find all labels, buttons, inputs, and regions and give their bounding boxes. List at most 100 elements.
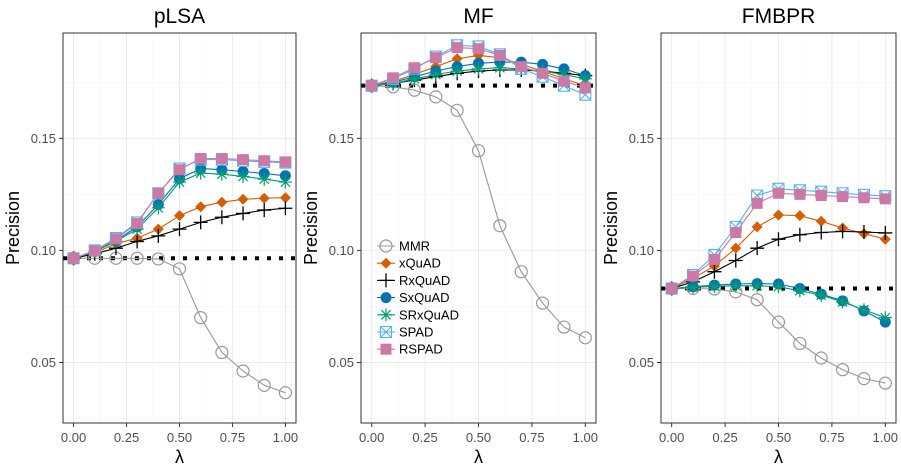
legend: MMR xQuAD RxQuAD SxQuAD SRxQuAD SPAD RSPAD [377,239,459,357]
grid [63,33,296,423]
point-srxquad [793,284,807,298]
point-mmr [878,376,892,390]
panel-title: FMBPR [742,5,816,28]
point-xquad [216,196,228,208]
point-rspad [473,43,484,55]
point-srxquad [386,76,400,90]
point-srxquad [578,72,592,86]
line-mmr [371,85,586,339]
point-srxquad [814,288,828,302]
point-srxquad [707,279,721,293]
legend-label: MMR [399,239,430,254]
point-rspad [152,187,164,199]
point-rxquad [130,234,145,249]
legend-label: SxQuAD [399,290,450,305]
panel-fmbpr: 0.00 0.25 0.50 0.75 1.00 0.05 0.10 0.15 FMBPR λ Pr… [601,5,898,467]
point-xquad [730,242,742,254]
point-rxquad [856,225,871,240]
legend-key-marker [379,308,393,322]
legend-label: RxQuAD [399,273,450,288]
x-tick-label: 0.75 [819,430,844,445]
point-xquad [751,221,763,233]
x-tick-label: 0.75 [519,430,544,445]
series-rspad [366,42,591,94]
point-rspad [408,62,420,74]
legend-item-spad: SPAD [377,325,433,340]
legend-item-xquad: xQuAD [377,256,441,271]
y-axis-label: Precision [301,191,321,265]
point-srxquad [194,166,208,180]
legend-key-marker [380,257,392,269]
point-srxquad [215,167,229,181]
series-rspad [68,153,291,264]
point-sxquad [537,58,549,70]
point-rspad [837,191,849,203]
point-rxquad [707,264,722,279]
point-mmr [471,144,486,158]
point-rspad [537,67,549,79]
x-tick-label: 0.00 [359,430,384,445]
point-rxquad [278,201,293,216]
point-rxquad [151,228,166,243]
point-rspad [879,193,891,205]
x-tick-label: 0.50 [466,430,491,445]
point-srxquad [429,67,443,81]
point-srxquad [173,175,186,189]
panel-title: pLSA [154,5,205,28]
y-tick-label: 0.10 [629,243,654,258]
point-mmr [172,262,187,276]
point-mmr [557,320,571,334]
point-srxquad [450,64,464,78]
y-tick-label: 0.05 [31,355,56,370]
legend-item-rxquad: RxQuAD [377,273,450,288]
point-xquad [279,192,291,204]
x-tick-label: 0.25 [114,430,139,445]
chart-panels: 0.00 0.25 0.50 0.75 1.00 0.05 0.10 0.15 pLSA λ Pre… [3,5,898,467]
legend-label: RSPAD [399,342,443,357]
point-rspad [751,197,763,209]
point-srxquad [557,67,571,81]
point-rspad [258,155,270,167]
line-mmr [73,257,286,394]
point-srxquad [878,311,892,325]
point-mmr [194,311,208,325]
point-rxquad [193,215,208,230]
point-mmr [130,251,144,265]
point-rspad [110,233,122,245]
point-rxquad [214,210,229,225]
point-srxquad [686,280,700,294]
x-tick-label: 1.00 [873,430,898,445]
point-mmr [771,315,786,329]
y-tick-label: 0.15 [629,131,654,146]
x-axis-label: λ [774,447,783,467]
point-srxquad [472,62,485,76]
point-rspad [794,188,806,200]
point-rspad [174,164,185,176]
point-mmr [151,252,165,266]
point-rspad [815,190,827,201]
x-tick-label: 0.00 [61,430,86,445]
point-mmr [535,296,550,310]
point-mmr [835,363,850,377]
point-rxquad [814,225,829,240]
legend-item-srxquad: SRxQuAD [377,307,459,322]
point-srxquad [729,279,743,293]
point-xquad [815,215,827,227]
point-rspad [494,49,506,61]
x-tick-label: 0.25 [712,430,737,445]
panel-plsa: 0.00 0.25 0.50 0.75 1.00 0.05 0.10 0.15 pLSA λ Pre… [3,5,298,467]
point-xquad [195,201,207,213]
point-rxquad [172,222,187,237]
point-mmr [750,293,764,307]
point-xquad [174,210,185,222]
point-rxquad [728,253,743,268]
point-rxquad [771,232,786,247]
point-rspad [687,270,699,282]
point-rspad [216,153,228,165]
x-axis-label: λ [175,447,184,467]
point-rxquad [750,241,765,256]
legend-key-marker [380,292,392,304]
point-xquad [258,192,270,204]
point-rspad [773,187,784,199]
point-srxquad [130,222,144,236]
